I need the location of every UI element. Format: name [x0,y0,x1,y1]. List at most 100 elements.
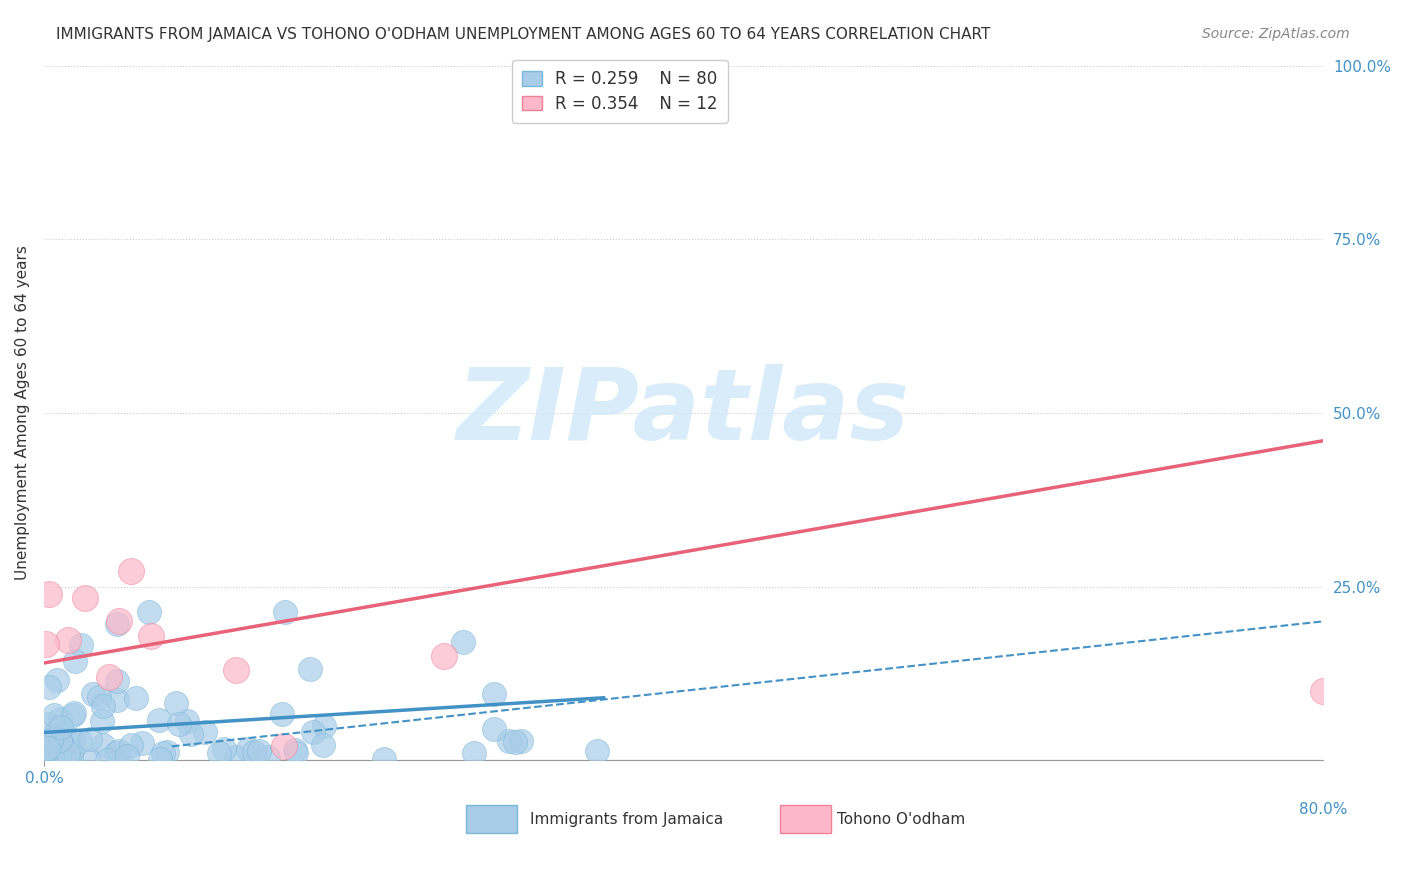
Point [498,734,520,748]
Point [284,746,307,760]
Point [139,629,162,643]
Point [56,746,79,760]
Point [176,714,198,728]
Point [51,720,73,734]
Point [152,747,174,761]
Point [56,633,79,648]
Point [312,739,335,753]
Point [484,687,506,701]
Y-axis label: Unemployment Among Ages 60 to 64 years: Unemployment Among Ages 60 to 64 years [15,245,30,581]
Point [1312,683,1334,698]
Point [302,725,325,739]
Point [107,744,129,758]
Point [149,752,172,766]
Point [62,706,84,720]
Text: 80.0%: 80.0% [1299,802,1347,817]
Point [273,739,295,754]
Point [93,738,115,752]
Point [208,746,231,760]
Text: ZIPatlas: ZIPatlas [457,365,910,461]
Point [98,670,121,684]
Point [48,748,70,763]
Point [108,752,131,766]
Point [115,748,138,763]
Point [156,745,179,759]
Point [212,742,235,756]
Point [225,663,247,677]
Point [60,750,83,764]
Point [90,714,112,728]
Text: IMMIGRANTS FROM JAMAICA VS TOHONO O'ODHAM UNEMPLOYMENT AMONG AGES 60 TO 64 YEARS: IMMIGRANTS FROM JAMAICA VS TOHONO O'ODHA… [56,27,991,42]
Point [131,735,153,749]
Point [270,707,292,722]
FancyBboxPatch shape [779,805,831,833]
Point [69,733,91,747]
Point [65,654,87,668]
Point [37,751,59,765]
Point [46,673,69,687]
Point [165,696,187,710]
Point [148,714,170,728]
Point [586,744,609,758]
Point [105,692,128,706]
Point [194,725,217,739]
Point [180,727,202,741]
Point [38,587,60,601]
Point [34,749,56,764]
Point [104,746,127,760]
Point [91,698,114,713]
Point [105,616,128,631]
Point [284,743,307,757]
Point [52,731,75,745]
Point [451,635,474,649]
Point [482,723,505,737]
Point [125,691,148,706]
Point [225,750,247,764]
Point [510,734,533,748]
Point [433,649,456,664]
Point [60,743,83,757]
Point [73,591,96,605]
Point [77,753,100,767]
Point [120,738,142,752]
Point [44,707,66,722]
Point [236,742,259,756]
Point [35,742,58,756]
Point [62,708,84,723]
Point [105,673,128,688]
Point [79,731,101,746]
Point [96,753,118,767]
Legend: R = 0.259    N = 80, R = 0.354    N = 12: R = 0.259 N = 80, R = 0.354 N = 12 [512,60,727,123]
Point [51,739,73,753]
Point [62,732,84,747]
Point [503,734,526,748]
Point [49,733,72,747]
FancyBboxPatch shape [465,805,517,833]
Point [138,605,160,619]
Point [41,747,63,762]
Text: Source: ZipAtlas.com: Source: ZipAtlas.com [1202,27,1350,41]
Point [49,734,72,748]
Point [38,717,60,731]
Point [120,565,142,579]
Point [463,746,485,760]
Point [87,690,110,705]
Point [49,712,72,726]
Text: Tohono O'odham: Tohono O'odham [837,812,966,827]
Point [39,733,62,747]
Point [257,749,280,764]
Point [299,662,322,676]
Point [82,687,104,701]
Point [35,637,58,651]
Point [45,725,67,739]
Point [273,605,295,619]
Point [70,638,93,652]
Point [373,752,395,766]
Point [169,717,191,731]
Point [247,744,270,758]
Point [37,740,59,755]
Point [46,742,69,756]
Point [243,745,266,759]
Point [312,718,335,732]
Point [108,614,131,628]
